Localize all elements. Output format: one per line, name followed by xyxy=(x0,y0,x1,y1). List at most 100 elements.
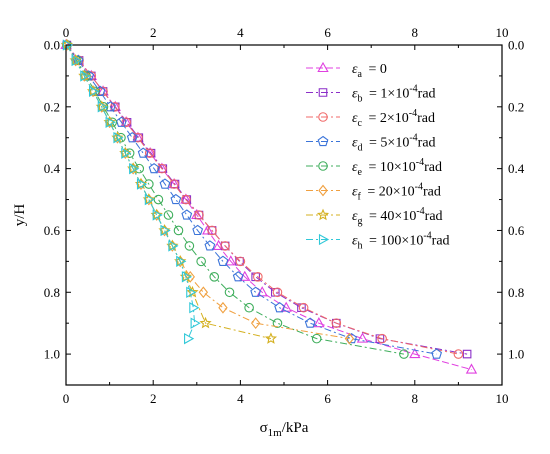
data-point-a xyxy=(225,255,237,266)
data-point-c xyxy=(253,272,263,282)
data-point-a xyxy=(409,347,421,359)
data-point-d xyxy=(274,302,286,313)
data-point-h xyxy=(136,178,148,190)
data-point-c xyxy=(272,287,283,298)
legend-item-h: εh = 100×10-4rad xyxy=(306,231,450,252)
series-line-f xyxy=(66,44,350,340)
data-point-h xyxy=(121,147,132,159)
y-tick-label-left: 0.0 xyxy=(44,38,60,53)
data-point-h xyxy=(190,317,201,329)
data-point-e xyxy=(224,287,235,298)
data-point-e xyxy=(209,272,220,282)
data-point-f xyxy=(218,301,228,314)
data-point-b xyxy=(462,349,472,359)
y-axis-title: y/H xyxy=(12,204,28,227)
legend-marker xyxy=(316,208,330,221)
data-point-d xyxy=(217,255,229,266)
data-point-h xyxy=(129,162,140,175)
data-point-d xyxy=(250,286,262,297)
data-point-e xyxy=(244,302,254,313)
data-point-h xyxy=(189,302,200,314)
series-line-c xyxy=(66,44,459,355)
data-point-d xyxy=(170,193,182,205)
data-point-c xyxy=(169,179,179,189)
data-point-h xyxy=(144,193,155,206)
x-tick-label-top: 8 xyxy=(412,25,419,40)
x-axis-title: σ1m/kPa xyxy=(260,420,309,439)
legend-item-a: εa = 0 xyxy=(306,61,387,80)
data-point-c xyxy=(207,225,217,236)
legend-label: εe = 10×10-4rad xyxy=(352,157,442,178)
data-point-a xyxy=(356,332,369,343)
legend-label: εf = 20×10-4rad xyxy=(352,182,441,203)
legend-item-f: εf = 20×10-4rad xyxy=(306,182,441,203)
data-point-d xyxy=(126,132,138,143)
data-point-c xyxy=(144,148,155,158)
data-point-h xyxy=(71,54,82,67)
series-line-g xyxy=(66,44,272,340)
data-point-c xyxy=(235,256,246,267)
data-point-g xyxy=(199,316,212,329)
y-tick-label-right: 0.0 xyxy=(508,38,524,53)
data-point-e xyxy=(153,194,164,205)
y-tick-label-left: 1.0 xyxy=(44,347,60,362)
y-tick-label-left: 0.2 xyxy=(44,99,60,114)
data-point-e xyxy=(184,241,195,251)
data-point-c xyxy=(157,163,167,174)
data-point-d xyxy=(304,317,316,328)
data-point-h xyxy=(184,332,195,345)
data-point-f xyxy=(198,286,209,299)
y-tick-label-right: 0.6 xyxy=(508,223,525,238)
legend-label: εa = 0 xyxy=(352,62,387,80)
legend-marker xyxy=(318,112,328,122)
series-f xyxy=(62,39,355,345)
data-point-c xyxy=(133,132,143,143)
legend-label: εh = 100×10-4rad xyxy=(352,231,450,252)
legend-marker xyxy=(318,161,328,171)
legend-label: εc = 2×10-4rad xyxy=(352,108,435,129)
data-point-c xyxy=(220,241,230,251)
data-point-c xyxy=(331,318,342,328)
series-g xyxy=(60,38,278,344)
legend-marker xyxy=(318,184,328,197)
data-point-h xyxy=(88,85,100,98)
series-line-e xyxy=(66,44,404,355)
y-tick-label-right: 0.4 xyxy=(508,161,525,176)
legend-label: εd = 5×10-4rad xyxy=(352,133,436,154)
legend-item-d: εd = 5×10-4rad xyxy=(306,133,436,154)
x-tick-label-top: 10 xyxy=(496,25,509,40)
x-tick-label-bottom: 6 xyxy=(324,391,331,406)
x-tick-label-top: 4 xyxy=(237,25,244,40)
y-tick-label-right: 0.8 xyxy=(508,285,524,300)
data-point-c xyxy=(194,210,204,220)
data-point-h xyxy=(97,101,108,113)
series-line-d xyxy=(66,44,437,355)
data-point-d xyxy=(192,224,204,236)
legend-marker xyxy=(318,88,328,97)
series-line-a xyxy=(65,44,472,371)
data-point-h xyxy=(186,286,197,298)
x-tick-label-bottom: 4 xyxy=(237,391,244,406)
data-point-h xyxy=(160,224,171,237)
data-point-a xyxy=(465,363,478,374)
data-point-e xyxy=(196,256,206,267)
x-tick-label-top: 0 xyxy=(63,25,70,40)
legend-label: εb = 1×10-4rad xyxy=(352,84,436,105)
data-point-d xyxy=(204,240,216,251)
x-tick-label-bottom: 10 xyxy=(496,391,509,406)
data-point-e xyxy=(163,210,174,220)
y-tick-label-right: 0.2 xyxy=(508,99,524,114)
series-h xyxy=(62,39,201,345)
legend-item-g: εg = 40×10-4rad xyxy=(306,206,443,227)
series-line-h xyxy=(66,44,196,339)
data-point-e xyxy=(311,333,322,344)
legend-marker xyxy=(317,61,329,73)
x-tick-label-bottom: 0 xyxy=(63,391,70,406)
data-point-d xyxy=(148,162,160,174)
data-point-e xyxy=(272,318,283,328)
data-point-h xyxy=(113,132,124,144)
data-point-h xyxy=(168,240,179,252)
x-tick-label-top: 2 xyxy=(150,25,157,40)
